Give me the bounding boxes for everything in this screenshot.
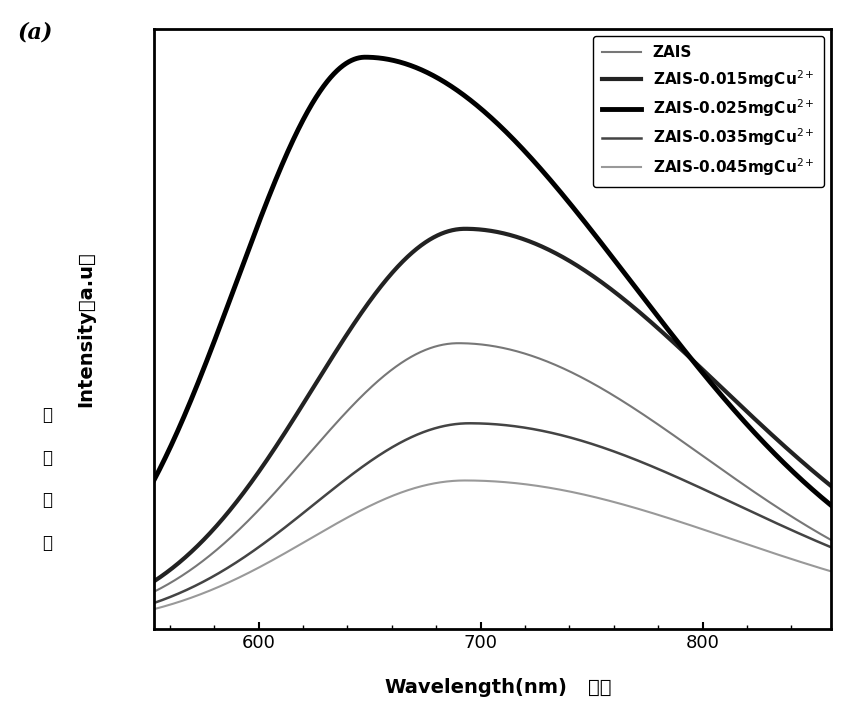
ZAIS [158, 583, 168, 591]
Text: Wavelength(nm): Wavelength(nm) [384, 678, 567, 697]
Line: ZAIS-0.035mgCu$^{2+}$: ZAIS-0.035mgCu$^{2+}$ [125, 423, 857, 611]
ZAIS-0.015mgCu$^{2+}$ [832, 486, 842, 495]
Text: Intensity（a.u）: Intensity（a.u） [76, 251, 95, 407]
ZAIS [453, 339, 464, 347]
ZAIS [853, 550, 857, 558]
Text: 强: 强 [42, 491, 52, 510]
ZAIS-0.025mgCu$^{2+}$ [458, 90, 468, 99]
ZAIS-0.025mgCu$^{2+}$ [158, 458, 168, 467]
ZAIS-0.015mgCu$^{2+}$ [698, 365, 708, 374]
ZAIS-0.035mgCu$^{2+}$ [853, 554, 857, 563]
ZAIS-0.015mgCu$^{2+}$ [460, 225, 470, 233]
ZAIS-0.045mgCu$^{2+}$ [853, 575, 857, 583]
ZAIS [458, 339, 468, 347]
ZAIS-0.045mgCu$^{2+}$ [158, 603, 168, 611]
ZAIS-0.035mgCu$^{2+}$ [831, 546, 842, 554]
ZAIS-0.035mgCu$^{2+}$ [832, 546, 842, 554]
ZAIS-0.015mgCu$^{2+}$ [853, 503, 857, 511]
ZAIS-0.025mgCu$^{2+}$ [120, 524, 130, 533]
Text: 波长: 波长 [588, 678, 612, 697]
ZAIS-0.015mgCu$^{2+}$ [831, 486, 842, 495]
ZAIS-0.035mgCu$^{2+}$ [698, 485, 708, 493]
Text: (a): (a) [17, 21, 52, 44]
ZAIS-0.025mgCu$^{2+}$ [698, 368, 708, 377]
Text: 对: 对 [42, 448, 52, 467]
ZAIS [120, 600, 130, 608]
ZAIS-0.045mgCu$^{2+}$ [698, 525, 708, 533]
ZAIS-0.025mgCu$^{2+}$ [360, 53, 370, 61]
ZAIS-0.045mgCu$^{2+}$ [120, 611, 130, 620]
ZAIS-0.015mgCu$^{2+}$ [158, 571, 168, 580]
ZAIS-0.025mgCu$^{2+}$ [831, 506, 842, 514]
Text: 相: 相 [42, 405, 52, 424]
Line: ZAIS-0.025mgCu$^{2+}$: ZAIS-0.025mgCu$^{2+}$ [125, 57, 857, 528]
ZAIS-0.035mgCu$^{2+}$ [120, 607, 130, 616]
ZAIS-0.045mgCu$^{2+}$ [831, 568, 842, 577]
ZAIS-0.015mgCu$^{2+}$ [457, 225, 467, 233]
ZAIS [476, 340, 487, 349]
Legend: ZAIS, ZAIS-0.015mgCu$^{2+}$, ZAIS-0.025mgCu$^{2+}$, ZAIS-0.035mgCu$^{2+}$, ZAIS-: ZAIS, ZAIS-0.015mgCu$^{2+}$, ZAIS-0.025m… [593, 36, 824, 187]
ZAIS-0.045mgCu$^{2+}$ [457, 476, 467, 485]
Line: ZAIS-0.045mgCu$^{2+}$: ZAIS-0.045mgCu$^{2+}$ [125, 480, 857, 616]
Line: ZAIS: ZAIS [125, 343, 857, 604]
ZAIS [832, 539, 842, 548]
ZAIS-0.035mgCu$^{2+}$ [464, 419, 475, 428]
ZAIS-0.045mgCu$^{2+}$ [476, 476, 487, 485]
ZAIS-0.035mgCu$^{2+}$ [457, 419, 467, 428]
ZAIS [831, 539, 842, 548]
ZAIS-0.015mgCu$^{2+}$ [120, 593, 130, 601]
ZAIS-0.035mgCu$^{2+}$ [476, 419, 487, 428]
ZAIS-0.045mgCu$^{2+}$ [832, 569, 842, 578]
Line: ZAIS-0.015mgCu$^{2+}$: ZAIS-0.015mgCu$^{2+}$ [125, 229, 857, 597]
ZAIS-0.045mgCu$^{2+}$ [460, 476, 470, 485]
ZAIS-0.025mgCu$^{2+}$ [853, 521, 857, 530]
Text: 度: 度 [42, 534, 52, 553]
ZAIS [698, 451, 708, 460]
ZAIS-0.035mgCu$^{2+}$ [158, 596, 168, 604]
ZAIS-0.025mgCu$^{2+}$ [832, 506, 842, 514]
ZAIS-0.015mgCu$^{2+}$ [476, 225, 487, 234]
ZAIS-0.025mgCu$^{2+}$ [476, 105, 487, 114]
